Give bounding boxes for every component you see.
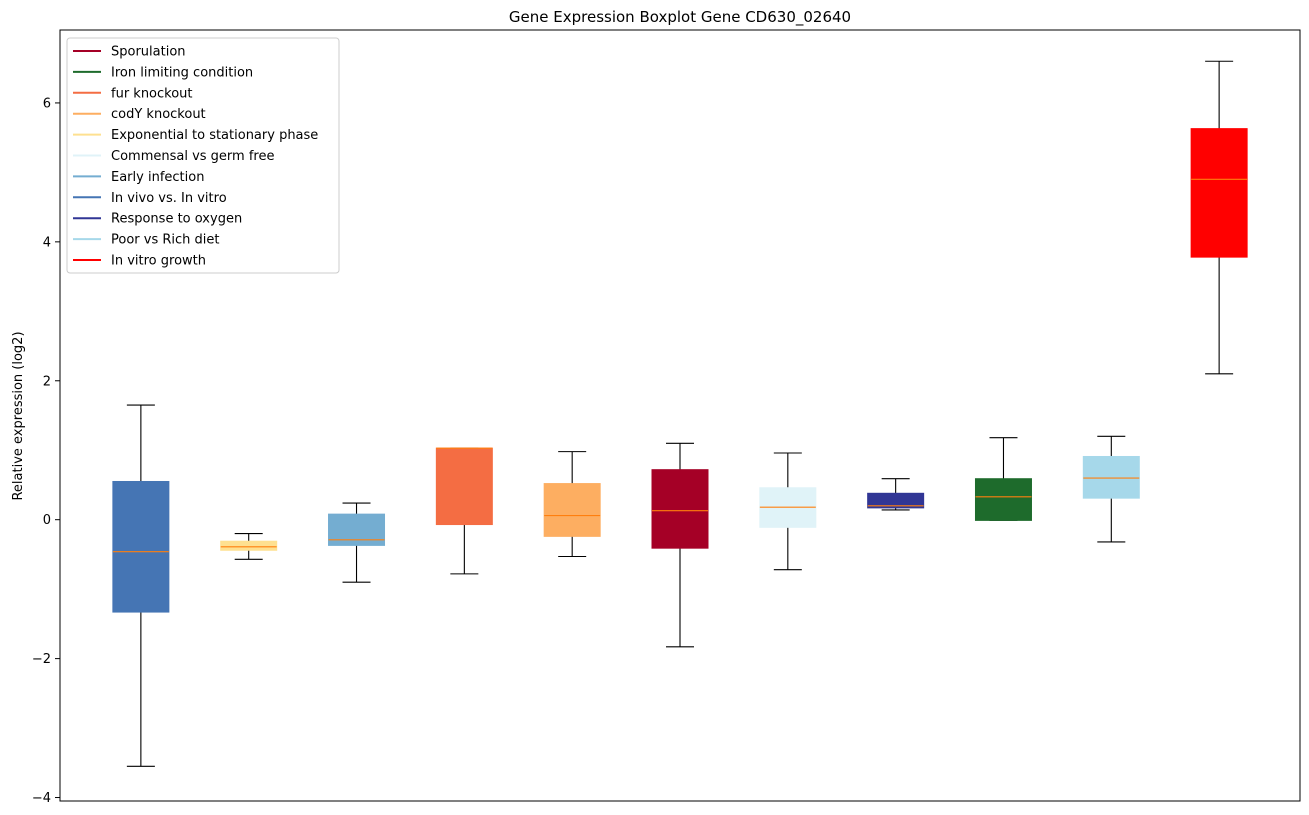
legend-label: codY knockout bbox=[111, 107, 206, 122]
box-group bbox=[759, 452, 817, 571]
boxes-layer bbox=[112, 60, 1248, 767]
chart-title: Gene Expression Boxplot Gene CD630_02640 bbox=[509, 8, 851, 27]
box-body bbox=[220, 540, 278, 551]
box-group bbox=[543, 451, 601, 558]
box-group bbox=[974, 437, 1032, 521]
y-tick-label: 0 bbox=[43, 513, 51, 528]
box-group bbox=[112, 404, 170, 767]
legend-label: Response to oxygen bbox=[111, 212, 242, 227]
legend-label: In vivo vs. In vitro bbox=[111, 191, 227, 206]
legend-item: fur knockout bbox=[73, 86, 193, 101]
legend-label: In vitro growth bbox=[111, 254, 206, 269]
legend-item: In vivo vs. In vitro bbox=[73, 191, 227, 206]
legend-frame bbox=[66, 37, 340, 274]
y-axis-label: Relative expression (log2) bbox=[11, 331, 26, 500]
legend-item: Exponential to stationary phase bbox=[73, 128, 318, 143]
legend-item: Iron limiting condition bbox=[73, 65, 253, 80]
box-body bbox=[1190, 128, 1248, 258]
plot-frame bbox=[59, 29, 1301, 802]
box-body bbox=[543, 483, 601, 537]
y-tick-label: −4 bbox=[32, 791, 51, 806]
box-body bbox=[1082, 455, 1140, 499]
legend: Sporulation Iron limiting condition fur kn… bbox=[66, 37, 340, 274]
legend-label: fur knockout bbox=[111, 86, 193, 101]
y-tick-label: 4 bbox=[43, 235, 51, 250]
box-body bbox=[651, 469, 709, 549]
box-group bbox=[435, 447, 493, 575]
legend-label: Exponential to stationary phase bbox=[111, 128, 318, 143]
legend-label: Early infection bbox=[111, 170, 204, 185]
box-group bbox=[1082, 435, 1140, 543]
legend-label: Iron limiting condition bbox=[111, 65, 253, 80]
y-tick-label: −2 bbox=[32, 652, 51, 667]
y-tick-label: 6 bbox=[43, 96, 51, 111]
box-body bbox=[974, 478, 1032, 521]
box-body bbox=[328, 513, 386, 546]
legend-label: Commensal vs germ free bbox=[111, 149, 274, 164]
legend-item: In vitro growth bbox=[73, 254, 206, 269]
box-group bbox=[220, 533, 278, 560]
y-tick-label: 2 bbox=[43, 374, 51, 389]
box-body bbox=[112, 480, 170, 613]
box-group bbox=[1190, 60, 1248, 375]
box-body bbox=[867, 492, 925, 509]
legend-item: Commensal vs germ free bbox=[73, 149, 274, 164]
legend-item: Sporulation bbox=[73, 45, 186, 60]
legend-item: codY knockout bbox=[73, 107, 206, 122]
box-group bbox=[867, 478, 925, 511]
legend-items: Sporulation Iron limiting condition fur kn… bbox=[73, 45, 318, 269]
box-body bbox=[435, 447, 493, 526]
y-axis: −4 −2 0 2 4 6 bbox=[32, 96, 60, 806]
legend-label: Sporulation bbox=[111, 45, 186, 60]
legend-label: Poor vs Rich diet bbox=[111, 233, 219, 248]
box-group bbox=[651, 442, 709, 648]
legend-item: Response to oxygen bbox=[73, 212, 242, 227]
legend-item: Early infection bbox=[73, 170, 204, 185]
box-group bbox=[328, 502, 386, 583]
legend-item: Poor vs Rich diet bbox=[73, 233, 219, 248]
